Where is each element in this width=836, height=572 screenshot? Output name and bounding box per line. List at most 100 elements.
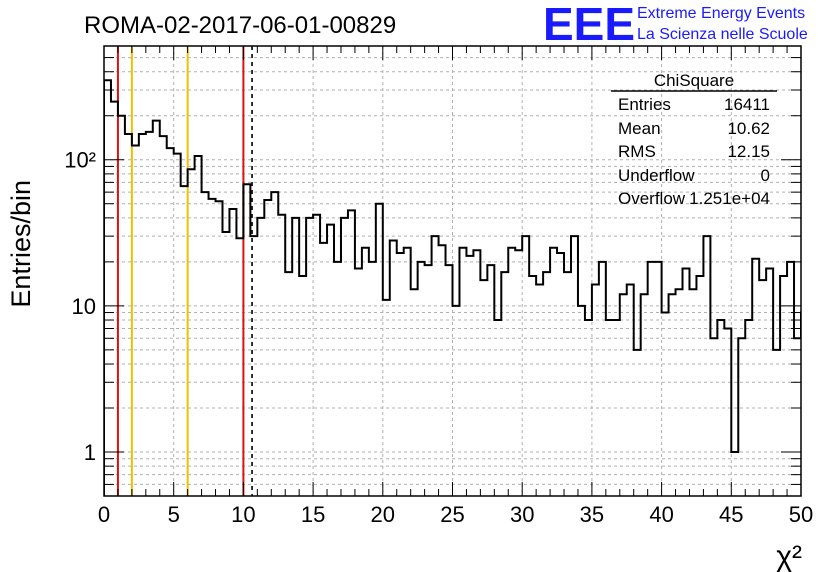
- histogram-bin: [390, 241, 397, 496]
- histogram-bin: [738, 338, 745, 496]
- histogram-bin: [229, 209, 236, 496]
- histogram-bin: [766, 269, 773, 496]
- stats-entries-value: 16411: [724, 95, 770, 114]
- histogram-bin: [466, 256, 473, 496]
- stats-underflow-label: Underflow: [618, 166, 695, 185]
- histogram-bin: [188, 169, 195, 496]
- histogram-bin: [146, 132, 153, 496]
- histogram-bin: [773, 350, 780, 496]
- axis-ticks: 0 5 10 15 20 25 30 35 40 45 50 1 10 10²: [64, 45, 813, 527]
- histogram-bin: [703, 236, 710, 496]
- histogram-bin: [710, 338, 717, 496]
- histogram-bin: [160, 136, 167, 496]
- histogram-bin: [745, 320, 752, 496]
- histogram-bin: [815, 306, 822, 496]
- histogram-bin: [627, 285, 634, 496]
- chart-title: ROMA-02-2017-06-01-00829: [84, 12, 396, 39]
- histogram-bin: [564, 272, 571, 496]
- histogram-bin: [334, 262, 341, 496]
- histogram-bin: [348, 210, 355, 496]
- histogram-bin: [153, 121, 160, 496]
- brand-line-2: La Scienza nelle Scuole: [637, 26, 808, 43]
- histogram-bin: [641, 294, 648, 496]
- histogram-bin: [418, 262, 425, 496]
- histogram-bin: [453, 306, 460, 496]
- histogram-bin: [376, 204, 383, 496]
- x-tick-label: 20: [371, 502, 395, 527]
- histogram-bin: [557, 253, 564, 496]
- y-tick-label: 1: [84, 440, 96, 465]
- histogram-bin: [459, 248, 466, 496]
- histogram-bin: [669, 294, 676, 496]
- histogram-bin: [425, 265, 432, 496]
- stats-rms-label: RMS: [618, 142, 656, 161]
- histogram-bin: [480, 280, 487, 496]
- histogram-bin: [501, 272, 508, 496]
- histogram-bin: [801, 313, 808, 496]
- histogram-bin: [822, 256, 829, 496]
- histogram-bin: [355, 269, 362, 496]
- x-tick-label: 35: [580, 502, 604, 527]
- histogram-bin: [494, 320, 501, 496]
- histogram-bin: [787, 262, 794, 496]
- x-tick-label: 0: [98, 502, 110, 527]
- stats-mean-value: 10.62: [727, 119, 770, 138]
- histogram-bin: [724, 329, 731, 496]
- histogram-bin: [202, 192, 209, 496]
- histogram-bin: [655, 262, 662, 496]
- histogram-bin: [271, 192, 278, 496]
- histogram-bin: [341, 218, 348, 496]
- histogram-bin: [689, 289, 696, 496]
- histogram-bin: [264, 200, 271, 496]
- x-tick-label: 25: [440, 502, 464, 527]
- histogram-bin: [411, 289, 418, 496]
- histogram-bin: [236, 238, 243, 496]
- histogram-bin: [167, 148, 174, 496]
- histogram-bin: [759, 280, 766, 496]
- histogram-bin: [683, 269, 690, 496]
- stats-title: ChiSquare: [654, 71, 734, 90]
- histogram-bin: [320, 243, 327, 496]
- histogram-bin: [216, 201, 223, 496]
- stats-box: ChiSquare Entries 16411 Mean 10.62 RMS 1…: [611, 71, 777, 208]
- histogram-bin: [794, 338, 801, 496]
- histogram-bin: [515, 250, 522, 496]
- histogram-bin: [285, 272, 292, 496]
- histogram-bin: [306, 218, 313, 496]
- histogram-bin: [139, 134, 146, 496]
- histogram-bin: [543, 272, 550, 496]
- histogram-bin: [522, 236, 529, 496]
- y-axis-label: Entries/bin: [6, 180, 36, 308]
- x-axis-label: χ²: [776, 540, 802, 572]
- histogram-bin: [439, 245, 446, 496]
- histogram-bin: [662, 313, 669, 496]
- x-tick-label: 10: [231, 502, 255, 527]
- histogram-bin: [243, 184, 250, 496]
- grid: [104, 45, 801, 497]
- histogram-bin: [676, 289, 683, 496]
- histogram-bin: [536, 285, 543, 496]
- stats-overflow-value: 1.251e+04: [689, 189, 770, 208]
- histogram-bin: [404, 248, 411, 496]
- histogram-bin: [613, 320, 620, 496]
- histogram-bin: [717, 320, 724, 496]
- histogram-bin: [174, 154, 181, 496]
- x-tick-label: 40: [649, 502, 673, 527]
- brand-line-1: Extreme Energy Events: [637, 5, 805, 22]
- histogram-bin: [696, 276, 703, 496]
- stats-mean-label: Mean: [618, 119, 661, 138]
- histogram-bin: [257, 218, 264, 496]
- histogram-bin: [731, 452, 738, 496]
- histogram-bin: [397, 253, 404, 496]
- histogram: [104, 79, 829, 496]
- histogram-bin: [550, 248, 557, 496]
- histogram-bin: [487, 265, 494, 496]
- y-tick-label: 10: [72, 294, 96, 319]
- histogram-bin: [808, 232, 815, 496]
- histogram-bin: [383, 300, 390, 496]
- stats-entries-label: Entries: [618, 95, 671, 114]
- x-tick-label: 30: [510, 502, 534, 527]
- x-tick-label: 5: [168, 502, 180, 527]
- histogram-bin: [222, 232, 229, 496]
